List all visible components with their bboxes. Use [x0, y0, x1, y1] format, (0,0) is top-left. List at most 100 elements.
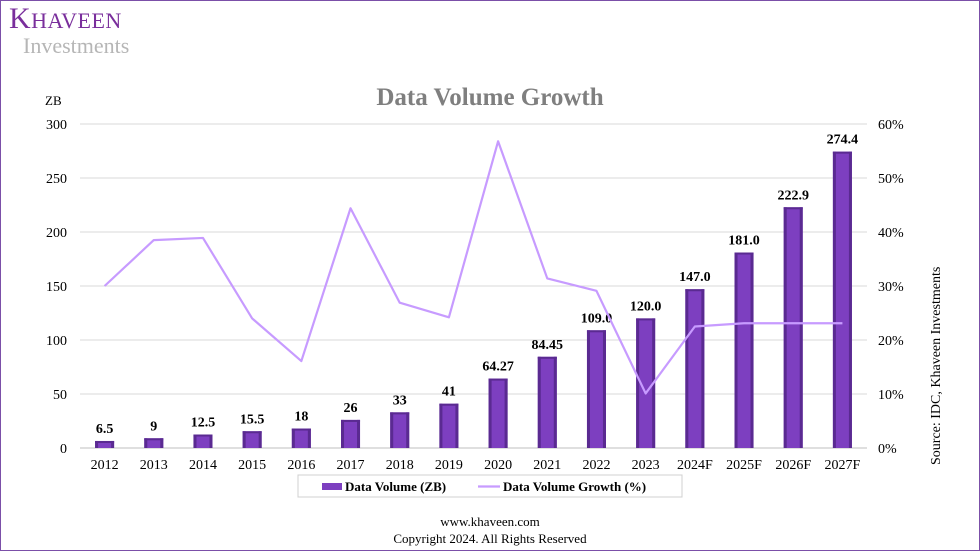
y-tick-label: 50 — [53, 388, 67, 403]
x-tick-label: 2013 — [140, 458, 168, 473]
legend-label-growth: Data Volume Growth (%) — [503, 479, 646, 494]
bar — [439, 403, 459, 448]
x-tick-label: 2021 — [533, 458, 561, 473]
bar-edge-top — [291, 428, 311, 431]
y2-tick-label: 30% — [878, 280, 904, 295]
bar-data-label: 9 — [150, 419, 157, 434]
bar-edge-top — [144, 438, 164, 441]
bar-data-label: 18 — [294, 410, 308, 425]
bar — [586, 330, 606, 448]
x-tick-label: 2027F — [825, 458, 861, 473]
x-tick-label: 2017 — [337, 458, 365, 473]
bar-edge-top — [636, 318, 656, 321]
x-tick-label: 2018 — [386, 458, 414, 473]
bar-edge-right — [848, 151, 852, 448]
x-tick-label: 2015 — [238, 458, 266, 473]
bar-edge-right — [258, 431, 262, 448]
y2-tick-label: 50% — [878, 172, 904, 187]
y-tick-label: 150 — [46, 280, 67, 295]
bar-edge-left — [341, 419, 345, 448]
legend-label-volume: Data Volume (ZB) — [345, 479, 446, 494]
chart-title: Data Volume Growth — [376, 84, 603, 111]
bar-edge-right — [406, 412, 410, 448]
bar-edge-right — [750, 252, 754, 448]
bar-edge-left — [783, 207, 787, 448]
bar-edge-top — [537, 356, 557, 359]
bar-edge-right — [111, 440, 115, 448]
bar-edge-top — [439, 403, 459, 406]
y-tick-label: 200 — [46, 226, 67, 241]
bar-data-label: 120.0 — [630, 299, 662, 314]
bar-data-label: 41 — [442, 385, 456, 400]
brand-subtitle: Investments — [23, 33, 130, 58]
bar-data-label: 274.4 — [827, 133, 859, 148]
y2-tick-label: 20% — [878, 334, 904, 349]
y2-tick-label: 0% — [878, 442, 897, 457]
bar — [193, 434, 213, 448]
y2-tick-label: 60% — [878, 118, 904, 133]
bar — [390, 412, 410, 448]
x-tick-label: 2025F — [726, 458, 762, 473]
bar-data-label: 147.0 — [679, 270, 711, 285]
bar — [144, 438, 164, 448]
bar-edge-left — [193, 434, 197, 448]
x-tick-label: 2014 — [189, 458, 217, 473]
bar-data-label: 33 — [393, 393, 407, 408]
bar-edge-top — [341, 419, 361, 422]
y-tick-label: 0 — [60, 442, 67, 457]
bar-edge-left — [291, 428, 295, 448]
bar-edge-right — [455, 403, 459, 448]
legend-swatch-bar — [322, 483, 342, 490]
bar — [685, 289, 705, 448]
bar — [537, 356, 557, 448]
bar — [341, 419, 361, 448]
bar-data-label: 15.5 — [240, 412, 265, 427]
y2-tick-label: 10% — [878, 388, 904, 403]
bar-edge-left — [586, 330, 590, 448]
bar-edge-left — [832, 151, 836, 448]
bar-edge-left — [439, 403, 443, 448]
bar-data-label: 26 — [344, 401, 358, 416]
x-tick-label: 2019 — [435, 458, 463, 473]
bar-edge-right — [799, 207, 803, 448]
footer-website: www.khaveen.com — [440, 514, 540, 529]
bar-edge-left — [537, 356, 541, 448]
bar-edge-left — [734, 252, 738, 448]
bar-edge-right — [160, 438, 164, 448]
bar-edge-top — [685, 289, 705, 292]
brand-name-rest: HAVEEN — [31, 8, 122, 33]
bar-data-label: 109.0 — [581, 311, 613, 326]
bar-edge-right — [602, 330, 606, 448]
bar-edge-right — [209, 434, 213, 448]
bar-edge-right — [357, 419, 361, 448]
bar — [291, 428, 311, 448]
bar-edge-right — [504, 378, 508, 448]
x-tick-label: 2020 — [484, 458, 512, 473]
y-axis-unit: ZB — [45, 93, 62, 108]
bar-data-label: 84.45 — [532, 338, 564, 353]
x-tick-label: 2023 — [632, 458, 660, 473]
bar-edge-left — [488, 378, 492, 448]
y-tick-label: 300 — [46, 118, 67, 133]
footer-copyright: Copyright 2024. All Rights Reserved — [393, 531, 587, 546]
bar-edge-left — [95, 440, 99, 448]
brand-name-initial: K — [9, 2, 32, 35]
x-tick-label: 2016 — [287, 458, 315, 473]
source-note: Source: IDC, Khaveen Investments — [929, 267, 944, 465]
bar-edge-top — [586, 330, 606, 333]
bar — [242, 431, 262, 448]
bar-edge-left — [242, 431, 246, 448]
bar — [95, 440, 115, 448]
x-tick-label: 2022 — [582, 458, 610, 473]
bar-edge-top — [242, 431, 262, 434]
growth-line — [103, 140, 843, 395]
bar-data-label: 6.5 — [96, 422, 114, 437]
bar-edge-top — [488, 378, 508, 381]
bar-edge-top — [734, 252, 754, 255]
bar-edge-top — [193, 434, 213, 437]
x-tick-label: 2026F — [775, 458, 811, 473]
bar-edge-top — [390, 412, 410, 415]
bar-edge-left — [144, 438, 148, 448]
